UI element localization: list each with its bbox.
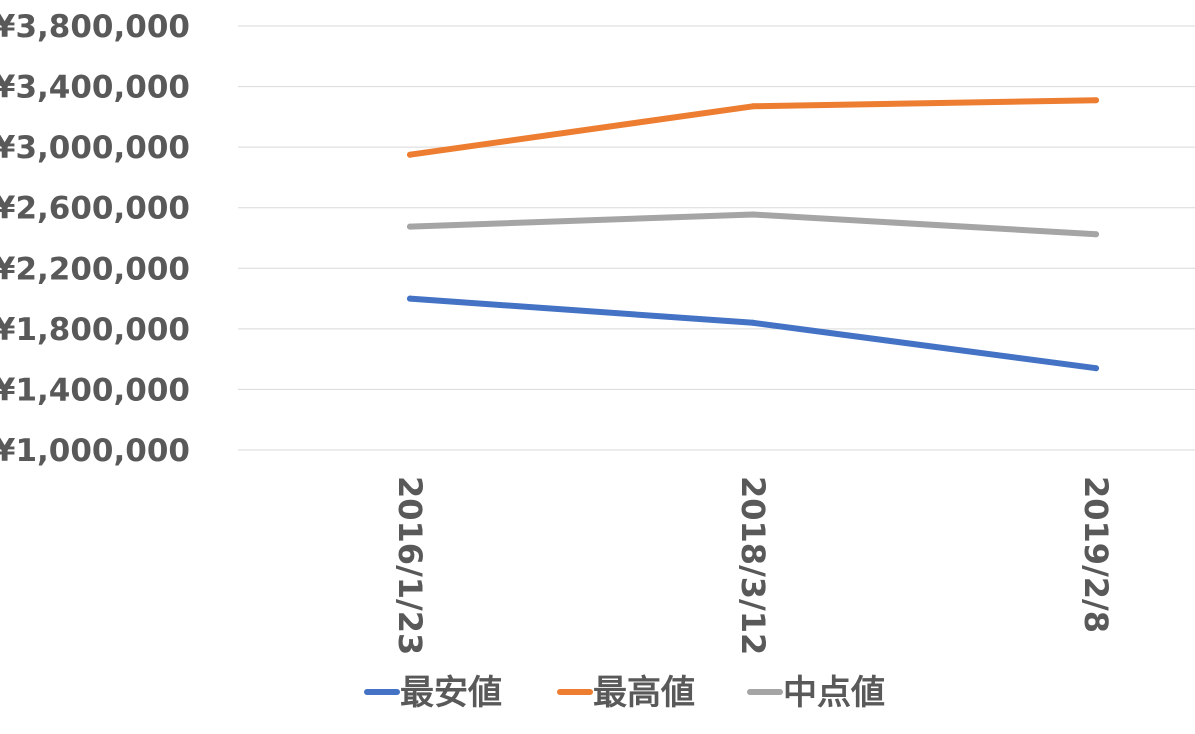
y-tick-label: ¥2,200,000 [0,251,190,287]
data-point [1093,365,1099,372]
data-point [407,295,413,302]
data-point [750,103,756,110]
data-point [750,319,756,326]
series-lines [407,97,1099,372]
data-point [1093,231,1099,238]
y-tick-label: ¥1,000,000 [0,433,190,469]
x-tick-label: 2019/2/8 [1077,476,1115,633]
x-tick-label: 2016/1/23 [391,476,429,655]
y-tick-label: ¥3,400,000 [0,70,190,106]
legend-label: 最高値 [593,673,695,713]
gridlines [238,25,1195,451]
data-point [407,151,413,158]
data-point [1093,97,1099,104]
data-point [750,211,756,218]
legend-label: 最安値 [400,673,502,713]
data-point [407,223,413,230]
x-tick-label: 2018/3/12 [734,476,772,655]
legend: 最安値 最高値 中点値 [364,673,885,713]
series-line [407,295,1099,372]
y-tick-label: ¥3,000,000 [0,130,190,166]
legend-label: 中点値 [783,673,885,713]
y-tick-label: ¥1,400,000 [0,372,190,408]
y-tick-label: ¥1,800,000 [0,312,190,348]
x-axis-ticks: 2016/1/23 2018/3/12 2019/2/8 [391,476,1115,655]
y-tick-label: ¥2,600,000 [0,191,190,227]
y-axis-ticks: ¥1,000,000 ¥1,400,000 ¥1,800,000 ¥2,200,000… [0,9,190,469]
y-tick-label: ¥3,800,000 [0,9,190,45]
